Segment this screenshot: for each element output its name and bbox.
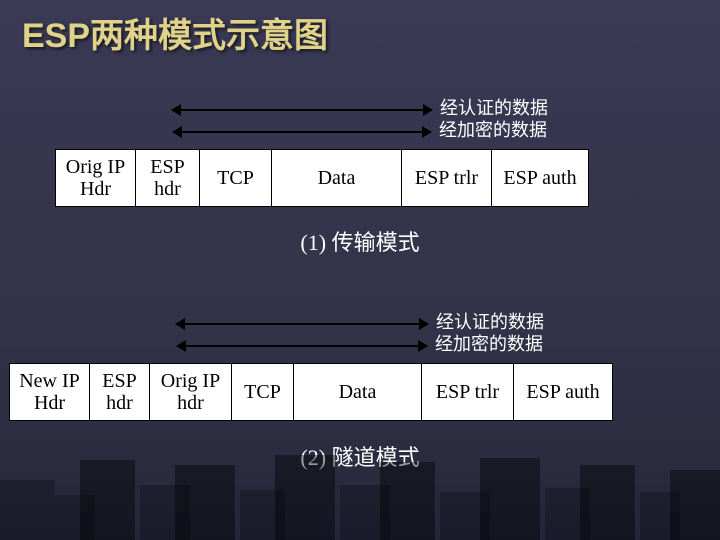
packet-cell: Orig IPhdr [150,364,232,420]
packet-cell: ESP trlr [422,364,514,420]
packet-cell: ESPhdr [90,364,150,420]
mode1-caption: (1) 传输模式 [0,225,720,257]
packet-cell: Orig IPHdr [56,150,136,206]
page-title: ESP两种模式示意图 [22,8,328,57]
packet-cell: TCP [232,364,294,420]
mode2-arrow-labels: 经认证的数据 经加密的数据 [0,311,720,355]
enc-data-label-1: 经加密的数据 [439,120,547,140]
packet-cell: ESPhdr [136,150,200,206]
enc-range-arrow-1 [173,131,431,133]
transport-mode-packet: Orig IPHdrESPhdrTCPDataESP trlrESP auth [55,149,589,207]
mode2-caption: (2) 隧道模式 [0,440,720,472]
mode1-arrow-labels: 经认证的数据 经加密的数据 [0,97,720,141]
packet-cell: ESP trlr [402,150,492,206]
tunnel-mode-packet: New IPHdrESPhdrOrig IPhdrTCPDataESP trlr… [9,363,613,421]
auth-data-label-1: 经认证的数据 [440,98,548,118]
enc-data-label-2: 经加密的数据 [435,334,543,354]
enc-range-arrow-2 [177,345,427,347]
packet-cell: Data [272,150,402,206]
packet-cell: Data [294,364,422,420]
packet-cell: ESP auth [492,150,588,206]
packet-cell: ESP auth [514,364,612,420]
auth-data-label-2: 经认证的数据 [436,312,544,332]
packet-cell: New IPHdr [10,364,90,420]
packet-cell: TCP [200,150,272,206]
auth-range-arrow-1 [172,109,432,111]
auth-range-arrow-2 [176,323,428,325]
